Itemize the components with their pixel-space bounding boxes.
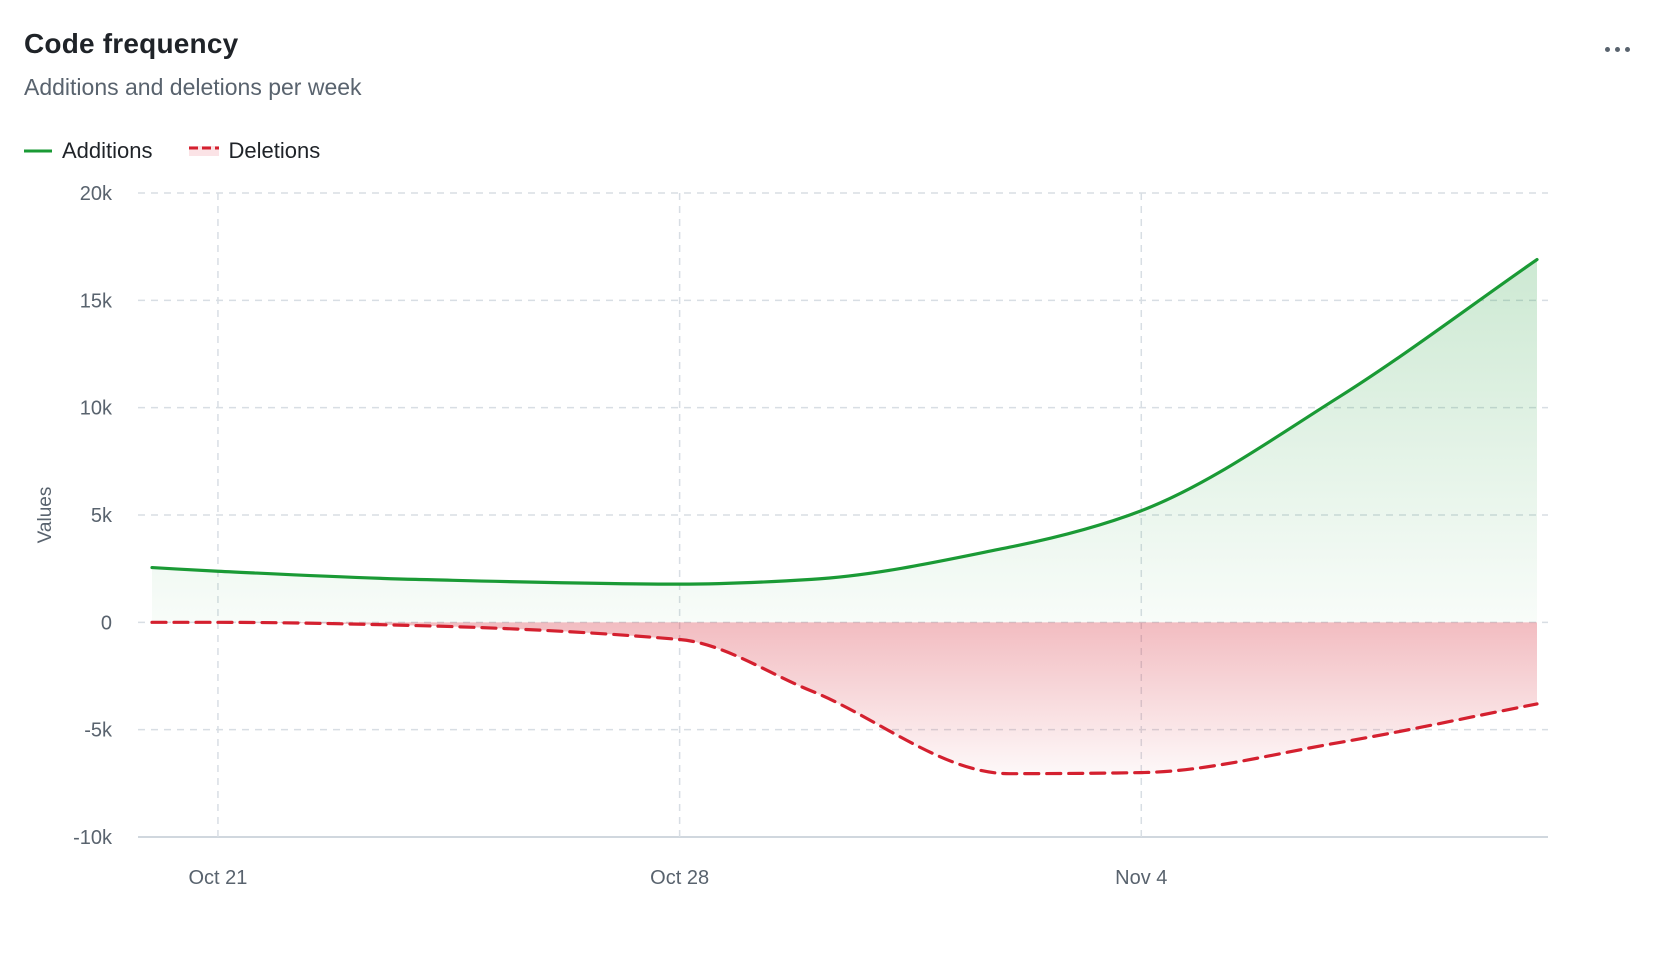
y-tick-label: -10k (73, 827, 113, 849)
y-tick-label: -5k (84, 720, 113, 742)
x-tick-label: Nov 4 (1115, 867, 1167, 889)
y-tick-label: 0 (101, 612, 112, 634)
axis-labels: 20k 15k 10k 5k 0 -5k -10k Oct 21 Oct 28 Nov 4 Valu… (35, 183, 1167, 889)
y-tick-label: 5k (91, 505, 113, 527)
series-areas (152, 260, 1537, 774)
x-tick-label: Oct 28 (650, 867, 709, 889)
deletions-area (152, 622, 1537, 773)
y-tick-label: 15k (80, 290, 113, 312)
y-tick-label: 10k (80, 398, 113, 420)
y-tick-label: 20k (80, 183, 113, 205)
x-tick-label: Oct 21 (188, 867, 247, 889)
y-axis-title: Values (35, 487, 56, 544)
additions-area (152, 260, 1537, 623)
